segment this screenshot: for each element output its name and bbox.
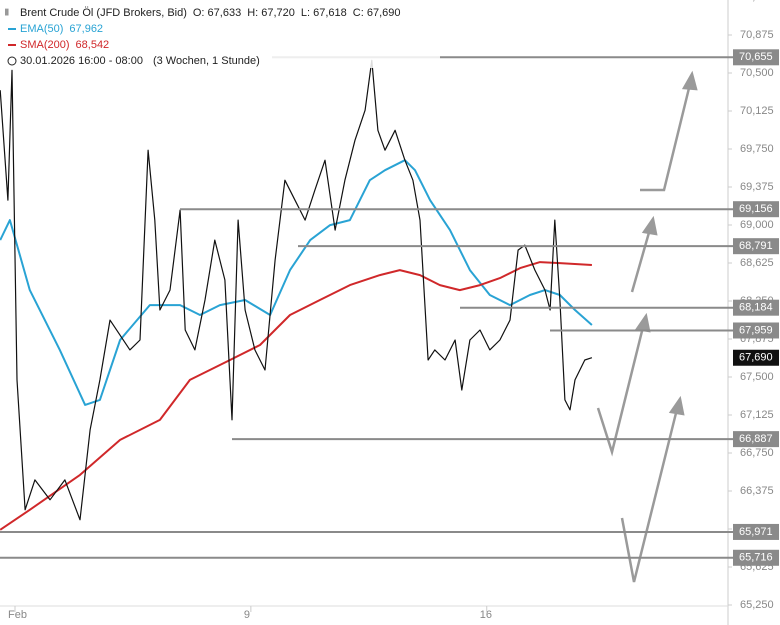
legend-clock bbox=[7, 56, 17, 66]
level-box bbox=[733, 523, 779, 540]
legend-name: EMA(50) bbox=[20, 23, 63, 35]
current-price-label: 67,690 bbox=[739, 352, 773, 364]
y-tick-label: 69,375 bbox=[740, 181, 774, 193]
indicator-line bbox=[0, 159, 593, 406]
indicator-line bbox=[0, 261, 592, 531]
legend-ohlc: H: 67,720 bbox=[247, 7, 295, 19]
legend-name: SMA(200) bbox=[20, 39, 70, 51]
legend-entry: SMA(200) 68,542 bbox=[20, 39, 109, 51]
current-price-box bbox=[733, 349, 779, 366]
legend-range: 30.01.2026 16:00 - 08:00 (3 Wochen, 1 Stu… bbox=[20, 55, 260, 67]
level-label: 68,184 bbox=[739, 302, 773, 314]
legend-period: (3 Wochen, 1 Stunde) bbox=[153, 55, 260, 67]
arrow-head bbox=[641, 215, 658, 236]
arrow-head bbox=[668, 395, 685, 416]
level-box bbox=[733, 549, 779, 566]
y-tick-label: 69,000 bbox=[740, 219, 774, 231]
x-tick-label: 9 bbox=[244, 609, 250, 621]
y-tick-label: 68,625 bbox=[740, 257, 774, 269]
level-label: 65,971 bbox=[739, 526, 773, 538]
level-label: 66,887 bbox=[739, 433, 773, 445]
y-tick-label: 70,875 bbox=[740, 29, 774, 41]
y-tick-label: 65,250 bbox=[740, 599, 774, 611]
legend-value: 67,962 bbox=[69, 23, 103, 35]
arrow bbox=[630, 228, 652, 293]
level-box bbox=[733, 201, 779, 218]
arrow-head bbox=[634, 312, 651, 333]
y-tick-label: 70,500 bbox=[740, 67, 774, 79]
y-tick-label: 67,125 bbox=[740, 409, 774, 421]
level-box bbox=[733, 431, 779, 448]
y-tick-label: 67,500 bbox=[740, 371, 774, 383]
level-box bbox=[733, 238, 779, 255]
level-box bbox=[733, 322, 779, 339]
level-label: 67,959 bbox=[739, 324, 773, 336]
price-line bbox=[0, 59, 593, 521]
level-box bbox=[733, 49, 779, 66]
legend-ohlc: L: 67,618 bbox=[301, 7, 347, 19]
y-tick-label: 66,375 bbox=[740, 485, 774, 497]
level-label: 70,655 bbox=[739, 51, 773, 63]
legend-instrument: Brent Crude Öl (JFD Brokers, Bid) bbox=[20, 7, 187, 19]
level-box bbox=[733, 299, 779, 316]
y-tick-label: 70,125 bbox=[740, 105, 774, 117]
legend-ohlc: O: 67,633 bbox=[193, 7, 241, 19]
level-label: 65,716 bbox=[739, 552, 773, 564]
legend-title: Brent Crude Öl (JFD Brokers, Bid) O: 67,6… bbox=[20, 7, 400, 19]
arrow-head bbox=[681, 70, 698, 91]
arrows bbox=[596, 70, 698, 583]
legend-range-date: 30.01.2026 16:00 - 08:00 bbox=[20, 55, 143, 67]
legend-ohlc: C: 67,690 bbox=[353, 7, 401, 19]
y-tick-label: 69,750 bbox=[740, 143, 774, 155]
y-tick-label: 66,750 bbox=[740, 447, 774, 459]
level-label: 69,156 bbox=[739, 203, 773, 215]
x-tick-label: 16 bbox=[480, 609, 492, 621]
legend-bg bbox=[0, 2, 440, 68]
arrow bbox=[596, 326, 645, 457]
legend-value: 68,542 bbox=[76, 39, 110, 51]
arrow bbox=[640, 83, 692, 192]
x-tick-label: Feb bbox=[8, 609, 27, 621]
arrow bbox=[620, 408, 679, 583]
y-tick-label: 71,250 bbox=[740, 0, 774, 3]
level-label: 68,791 bbox=[739, 240, 773, 252]
legend-entry: EMA(50) 67,962 bbox=[20, 23, 103, 35]
legend-icon: ⫴ bbox=[5, 7, 9, 17]
